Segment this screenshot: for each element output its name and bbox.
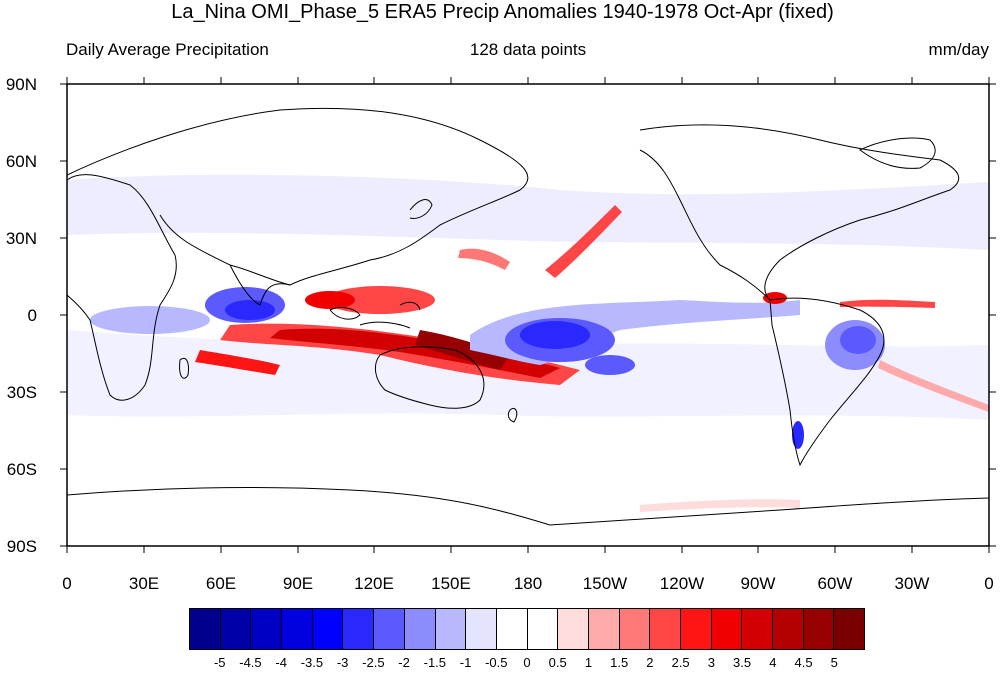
- colorbar-tick-label: 1.5: [610, 655, 629, 670]
- colorbar-tick-label: 3: [707, 655, 715, 670]
- colorbar-swatch: [404, 609, 436, 649]
- colorbar-swatch: [312, 609, 344, 649]
- colorbar-swatch: [527, 609, 559, 649]
- variable-label: Daily Average Precipitation: [66, 40, 269, 59]
- colorbar-tick-label: 5: [830, 655, 838, 670]
- lat-label-90n: 90N: [5, 75, 37, 94]
- lon-label-150w: 150W: [582, 574, 628, 593]
- colorbar-swatch: [374, 609, 405, 649]
- data-count-label: 128 data points: [469, 40, 587, 59]
- lon-label-90w: 90W: [740, 574, 776, 593]
- colorbar-swatch: [343, 609, 375, 649]
- anomaly-field: [67, 174, 989, 512]
- axis-ticks: [60, 77, 996, 553]
- lon-label-0: 0: [62, 574, 72, 593]
- colorbar-swatch: [558, 609, 589, 649]
- colorbar-tick-label: -2: [398, 655, 410, 670]
- units-label: mm/day: [928, 40, 989, 59]
- lon-label-0-east: 0: [984, 574, 994, 593]
- lon-label-180: 180: [513, 574, 543, 593]
- colorbar-swatch: [435, 609, 467, 649]
- colorbar-tick-label: -5: [213, 655, 226, 670]
- lon-label-150e: 150E: [431, 574, 471, 593]
- colorbar-tick-label: -2.5: [362, 655, 385, 670]
- colorbar-swatch: [190, 609, 221, 649]
- plot-title: La_Nina OMI_Phase_5 ERA5 Precip Anomalie…: [171, 1, 834, 23]
- colorbar-tick-label: 4: [769, 655, 777, 670]
- lon-label-120e: 120E: [354, 574, 394, 593]
- colorbar-swatch: [711, 609, 743, 649]
- colorbar-swatch: [681, 609, 712, 649]
- colorbar-swatch: [803, 609, 835, 649]
- colorbar-tick-label: -1.5: [423, 655, 447, 670]
- lon-label-90e: 90E: [282, 574, 314, 593]
- colorbar: [189, 608, 865, 650]
- colorbar-tick-label: 2.5: [671, 655, 690, 670]
- lon-label-120w: 120W: [659, 574, 705, 593]
- lat-label-60s: 60S: [6, 460, 37, 479]
- colorbar-tick-label: -3: [336, 655, 349, 670]
- lon-label-60e: 60E: [205, 574, 237, 593]
- colorbar-swatch: [650, 609, 681, 649]
- colorbar-swatch: [251, 609, 283, 649]
- colorbar-swatch: [220, 609, 252, 649]
- colorbar-tick-label: 2: [646, 655, 654, 670]
- colorbar-tick-label: 3.5: [733, 655, 752, 670]
- colorbar-swatch: [742, 609, 774, 649]
- colorbar-tick-label: -1: [459, 655, 472, 670]
- lat-label-30s: 30S: [6, 383, 37, 402]
- colorbar-tick-label: -4: [275, 655, 287, 670]
- colorbar-tick-label: -3.5: [300, 655, 324, 670]
- colorbar-tick-label: 0: [523, 655, 531, 670]
- colorbar-tick-label: 4.5: [794, 655, 813, 670]
- colorbar-swatch: [773, 609, 804, 649]
- colorbar-tick-label: 0.5: [548, 655, 567, 670]
- colorbar-tick-label: 1: [584, 655, 593, 670]
- colorbar-tick-label: -4.5: [239, 655, 262, 670]
- colorbar-swatch: [496, 609, 528, 649]
- lat-label-eq: 0: [27, 306, 37, 325]
- colorbar-swatch: [619, 609, 651, 649]
- lon-label-30e: 30E: [128, 574, 160, 593]
- lon-label-60w: 60W: [817, 574, 853, 593]
- lon-label-30w: 30W: [894, 574, 930, 593]
- colorbar-swatch: [834, 609, 865, 649]
- colorbar-tick-label: -0.5: [485, 655, 508, 670]
- lat-label-60n: 60N: [5, 152, 37, 171]
- colorbar-swatch: [466, 609, 497, 649]
- colorbar-swatch: [282, 609, 313, 649]
- coastlines: [67, 107, 989, 526]
- colorbar-swatch: [588, 609, 620, 649]
- lat-label-90s: 90S: [6, 537, 37, 556]
- lat-label-30n: 30N: [5, 229, 37, 248]
